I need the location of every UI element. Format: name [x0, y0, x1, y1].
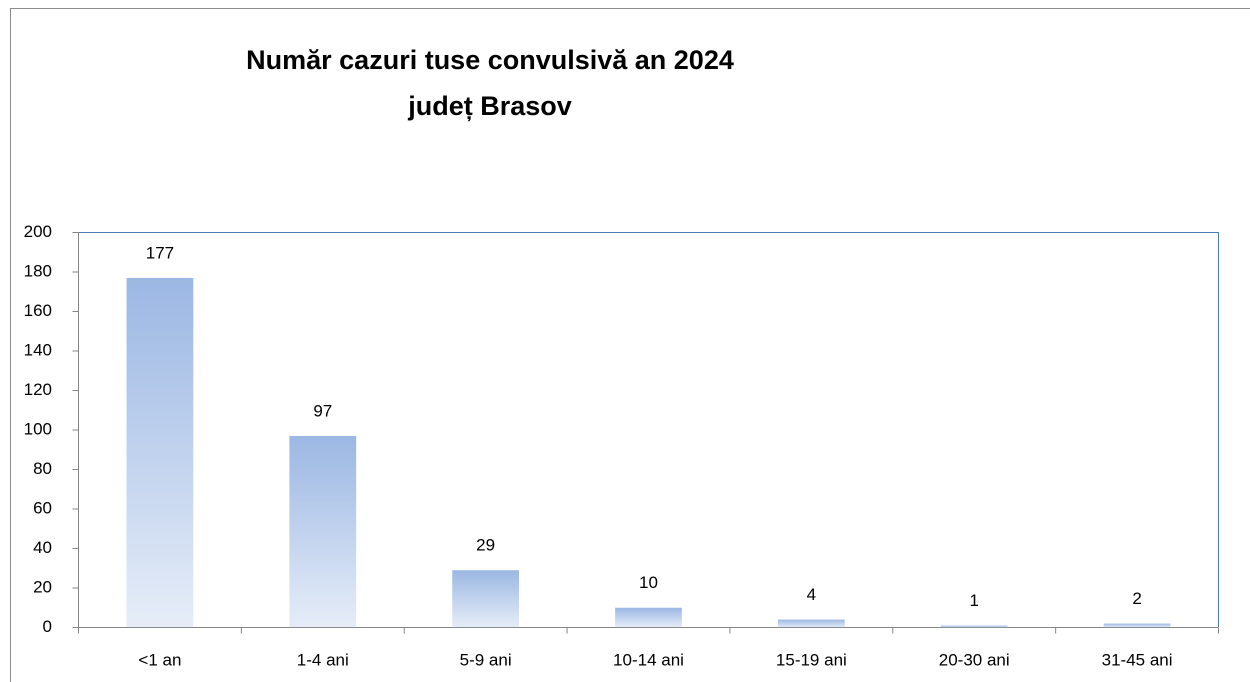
x-tick-label: 1-4 ani: [297, 650, 349, 669]
bar: [777, 619, 845, 628]
data-label: 10: [639, 573, 658, 592]
bar: [1103, 623, 1171, 628]
y-tick-label: 20: [33, 577, 52, 596]
data-label: 97: [313, 401, 332, 420]
bar: [615, 607, 682, 628]
x-tick-label: <1 an: [138, 650, 181, 669]
y-tick-label: 0: [43, 617, 52, 636]
y-tick-label: 100: [24, 419, 52, 438]
chart-title: Număr cazuri tuse convulsivă an 2024: [246, 45, 734, 75]
x-tick-label: 5-9 ani: [460, 650, 512, 669]
bar: [940, 625, 1008, 628]
y-tick-label: 180: [24, 261, 52, 280]
bar: [452, 570, 520, 628]
y-tick-label: 160: [24, 301, 52, 320]
bar: [289, 435, 357, 628]
data-label: 29: [476, 536, 495, 555]
y-tick-label: 60: [33, 498, 52, 517]
chart-border: [10, 8, 1250, 682]
x-tick-label: 10-14 ani: [613, 650, 684, 669]
x-tick-label: 20-30 ani: [939, 650, 1010, 669]
bar: [126, 277, 194, 628]
y-tick-label: 80: [33, 459, 52, 478]
data-label: 177: [146, 243, 174, 262]
data-label: 4: [807, 585, 816, 604]
y-tick-label: 120: [24, 380, 52, 399]
x-tick-label: 15-19 ani: [776, 650, 847, 669]
data-label: 1: [969, 591, 978, 610]
y-tick-label: 140: [24, 340, 52, 359]
y-tick-label: 40: [33, 538, 52, 557]
y-tick-label: 200: [24, 222, 52, 241]
chart-title: județ Brasov: [407, 91, 572, 121]
data-label: 2: [1132, 589, 1141, 608]
x-tick-label: 31-45 ani: [1102, 650, 1173, 669]
